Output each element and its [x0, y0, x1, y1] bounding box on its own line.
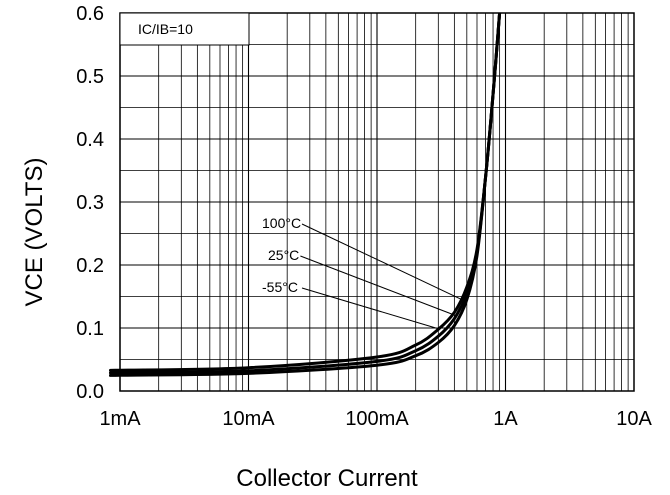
x-tick-label: 1mA — [99, 408, 141, 430]
x-tick-labels: 1mA 10mA 100mA 1A 10A — [99, 408, 652, 430]
series-label: -55°C — [262, 279, 298, 295]
callouts: 100°C 25°C -55°C — [262, 215, 463, 330]
condition-box: IC/IB=10 — [119, 12, 250, 46]
y-axis-title: VCE (VOLTS) — [21, 158, 48, 307]
x-tick-label: 10mA — [222, 408, 275, 430]
y-tick-label: 0.2 — [76, 255, 104, 277]
grid — [119, 13, 634, 391]
series-line — [109, 12, 502, 377]
series-leader-line — [301, 223, 463, 301]
series-leader-line — [301, 287, 441, 330]
y-tick-label: 0.1 — [76, 318, 104, 340]
series-label: 25°C — [268, 247, 299, 263]
series-label: 100°C — [262, 215, 301, 231]
series-line — [109, 12, 502, 375]
x-tick-label: 1A — [493, 408, 518, 430]
y-tick-label: 0.5 — [76, 66, 104, 88]
y-tick-label: 0.6 — [76, 3, 104, 25]
y-tick-label: 0.4 — [76, 129, 104, 151]
condition-label: IC/IB=10 — [138, 21, 193, 37]
x-axis-title: Collector Current — [236, 465, 418, 492]
x-tick-label: 10A — [616, 408, 652, 430]
series-line — [109, 12, 502, 372]
curves — [109, 12, 502, 377]
series-leader-line — [300, 255, 453, 315]
y-tick-label: 0.3 — [76, 192, 104, 214]
plot-frame — [119, 12, 635, 392]
y-tick-labels: 0.0 0.1 0.2 0.3 0.4 0.5 0.6 — [76, 3, 104, 403]
x-tick-label: 100mA — [345, 408, 409, 430]
y-tick-label: 0.0 — [76, 381, 104, 403]
